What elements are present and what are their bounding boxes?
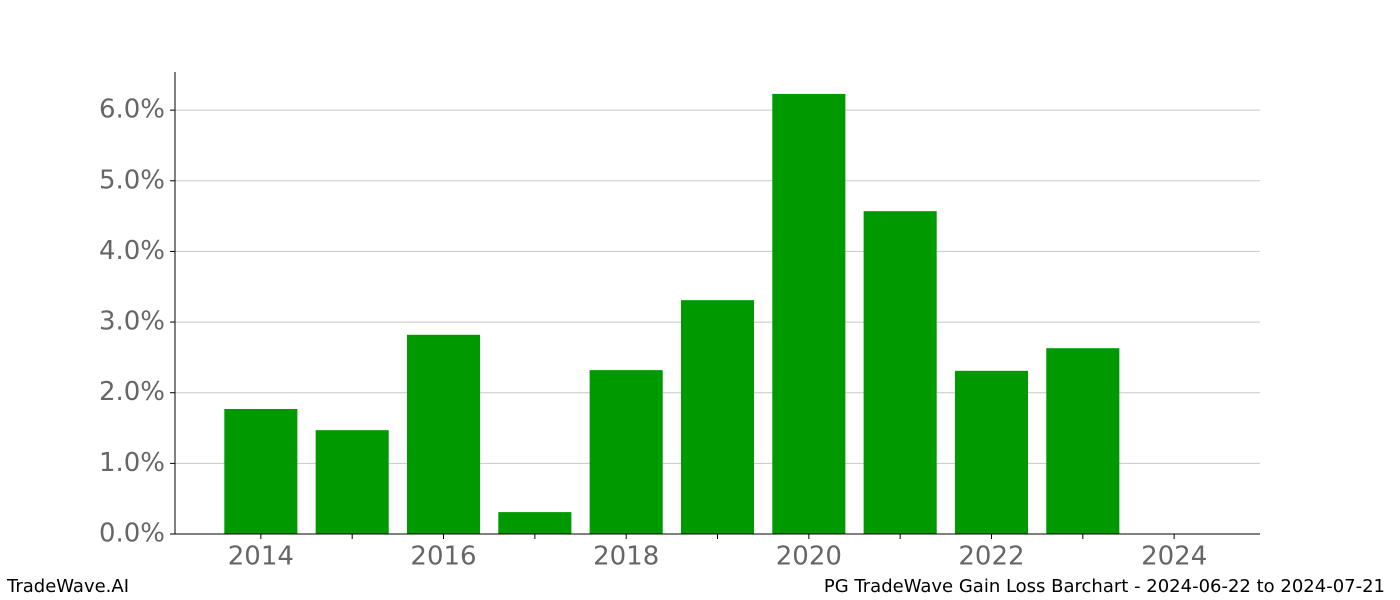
x-tick-label: 2020 bbox=[776, 542, 842, 572]
bar bbox=[1046, 348, 1120, 534]
y-tick-label: 5.0% bbox=[99, 165, 165, 195]
x-tick-label: 2018 bbox=[593, 542, 659, 572]
bar bbox=[863, 211, 937, 534]
bar bbox=[589, 370, 663, 534]
x-tick-label: 2022 bbox=[958, 542, 1024, 572]
footer-right: PG TradeWave Gain Loss Barchart - 2024-0… bbox=[824, 576, 1385, 597]
bar bbox=[498, 512, 572, 534]
x-tick-label: 2014 bbox=[228, 542, 294, 572]
y-tick-label: 3.0% bbox=[99, 307, 165, 337]
x-tick-label: 2016 bbox=[410, 542, 476, 572]
bar bbox=[954, 370, 1029, 534]
bar bbox=[772, 93, 846, 535]
bar bbox=[315, 430, 389, 534]
bar bbox=[406, 334, 481, 534]
y-tick-label: 4.0% bbox=[99, 236, 165, 266]
y-tick-label: 2.0% bbox=[99, 377, 165, 407]
bar bbox=[224, 408, 298, 534]
y-tick-label: 1.0% bbox=[99, 448, 165, 478]
y-tick-label: 0.0% bbox=[99, 519, 165, 549]
y-tick-label: 6.0% bbox=[99, 95, 165, 125]
bar bbox=[680, 300, 755, 534]
footer-left: TradeWave.AI bbox=[6, 576, 129, 597]
x-tick-label: 2024 bbox=[1141, 542, 1207, 572]
